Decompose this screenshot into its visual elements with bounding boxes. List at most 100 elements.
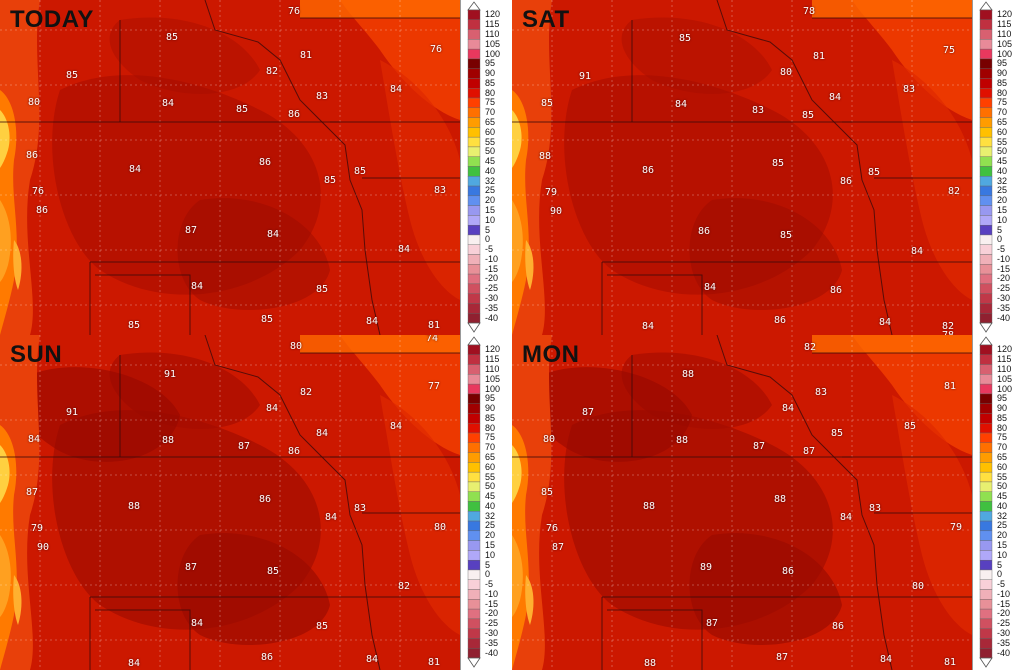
temperature-value: 80 [911, 581, 925, 592]
legend-label: 65 [997, 451, 1008, 462]
legend-swatch [979, 540, 993, 551]
legend-arrow-down-icon [467, 657, 481, 668]
legend-label: -40 [997, 647, 1011, 658]
temperature-map: MON 82 88 83 81 87 84 85 85 80 88 87 87 85 88 88 83 84 79 7… [512, 335, 972, 670]
legend-label: 105 [997, 373, 1013, 384]
legend-label: 0 [997, 569, 1003, 580]
temperature-value: 84 [781, 403, 795, 414]
panel-today: TODAY 85 76 81 76 85 82 84 83 80 84 85 86 86 86 84 85 85 8… [0, 0, 512, 335]
temperature-value: 84 [27, 434, 41, 445]
legend-colorbar [979, 1, 993, 333]
legend-label: 90 [997, 403, 1008, 414]
legend-swatch [979, 283, 993, 294]
legend-label: 75 [997, 432, 1008, 443]
temperature-value: 87 [752, 441, 766, 452]
legend-label: -15 [997, 263, 1011, 274]
temperature-value: 82 [299, 387, 313, 398]
map-shading [512, 335, 972, 670]
legend-swatch [467, 313, 481, 324]
legend-swatch [979, 176, 993, 187]
legend-label: -20 [997, 273, 1011, 284]
legend-label: 65 [997, 116, 1008, 127]
legend-swatch [979, 107, 993, 118]
legend-label: 110 [485, 28, 500, 39]
temperature-value: 85 [779, 230, 793, 241]
legend-swatch [467, 462, 481, 473]
legend-label: 10 [485, 214, 496, 225]
legend-swatch [467, 48, 481, 60]
legend-label: 100 [997, 383, 1013, 394]
legend-swatch [467, 97, 481, 109]
temperature-value: 85 [235, 104, 249, 115]
legend-swatch [467, 9, 481, 20]
legend-swatch [467, 559, 481, 571]
legend-label: 70 [485, 107, 496, 118]
legend-swatch [979, 9, 993, 20]
legend-colorbar [467, 336, 481, 668]
temperature-value: 81 [427, 320, 441, 331]
temperature-value: 88 [538, 151, 552, 162]
panel-sun: SUN 80 74 91 82 77 91 84 84 84 84 88 87 86 87 86 88 83 84 8… [0, 335, 512, 670]
legend-swatch [979, 462, 993, 473]
color-legend: 120 115 110 105 100 95 90 85 80 75 70 65 60 55 50 45 40 3… [460, 0, 512, 335]
temperature-value: 85 [165, 32, 179, 43]
legend-label: 100 [485, 48, 501, 59]
legend-label: 70 [997, 442, 1008, 453]
temperature-value: 78 [802, 6, 816, 17]
legend-label: 50 [997, 146, 1008, 157]
temperature-value: 84 [839, 512, 853, 523]
panel-title: SUN [10, 341, 63, 368]
temperature-value: 88 [681, 369, 695, 380]
legend-label: 5 [997, 559, 1003, 570]
legend-swatch [467, 452, 481, 463]
legend-swatch [467, 29, 481, 40]
legend-label: 115 [485, 354, 500, 365]
legend-swatch [979, 344, 993, 355]
legend-swatch [467, 185, 481, 197]
temperature-value: 91 [65, 407, 79, 418]
temperature-value: 87 [775, 652, 789, 663]
legend-swatch [467, 234, 481, 245]
legend-label: 0 [997, 234, 1003, 245]
legend-swatch [467, 403, 481, 414]
legend-swatch [979, 559, 993, 571]
legend-arrow-down-icon [979, 322, 993, 333]
legend-label: 25 [997, 185, 1008, 196]
temperature-map: SUN 80 74 91 82 77 91 84 84 84 84 88 87 86 87 86 88 83 84 8… [0, 335, 460, 670]
legend-swatch [979, 550, 993, 561]
legend-swatch [467, 166, 481, 177]
legend-swatch [467, 628, 481, 639]
temperature-value: 83 [353, 503, 367, 514]
temperature-value: 76 [429, 44, 443, 55]
legend-label: -20 [485, 608, 499, 619]
temperature-value: 84 [674, 99, 688, 110]
temperature-value: 84 [265, 403, 279, 414]
temperature-value: 86 [697, 226, 711, 237]
temperature-value: 88 [773, 494, 787, 505]
legend-swatch [979, 599, 993, 610]
legend-swatch [979, 254, 993, 265]
temperature-value: 84 [703, 282, 717, 293]
temperature-value: 88 [161, 435, 175, 446]
legend-swatch [979, 423, 993, 434]
legend-swatch [979, 403, 993, 414]
legend-swatch [467, 638, 481, 649]
legend-label: 10 [485, 549, 496, 560]
legend-label: -30 [485, 628, 499, 639]
legend-label: 90 [485, 68, 496, 79]
legend-label: 55 [485, 471, 496, 482]
legend-label: 15 [485, 205, 496, 216]
legend-swatch [979, 618, 993, 629]
legend-swatch [467, 19, 481, 30]
legend-swatch [979, 146, 993, 157]
temperature-value: 84 [190, 618, 204, 629]
legend-swatch [467, 273, 481, 285]
legend-swatch [467, 599, 481, 610]
temperature-value: 81 [943, 381, 957, 392]
legend-label: -35 [485, 302, 499, 313]
legend-swatch [467, 393, 481, 404]
temperature-value: 84 [365, 654, 379, 665]
legend-label: 20 [485, 530, 496, 541]
legend-label: -25 [997, 283, 1011, 294]
legend-swatch [467, 354, 481, 365]
